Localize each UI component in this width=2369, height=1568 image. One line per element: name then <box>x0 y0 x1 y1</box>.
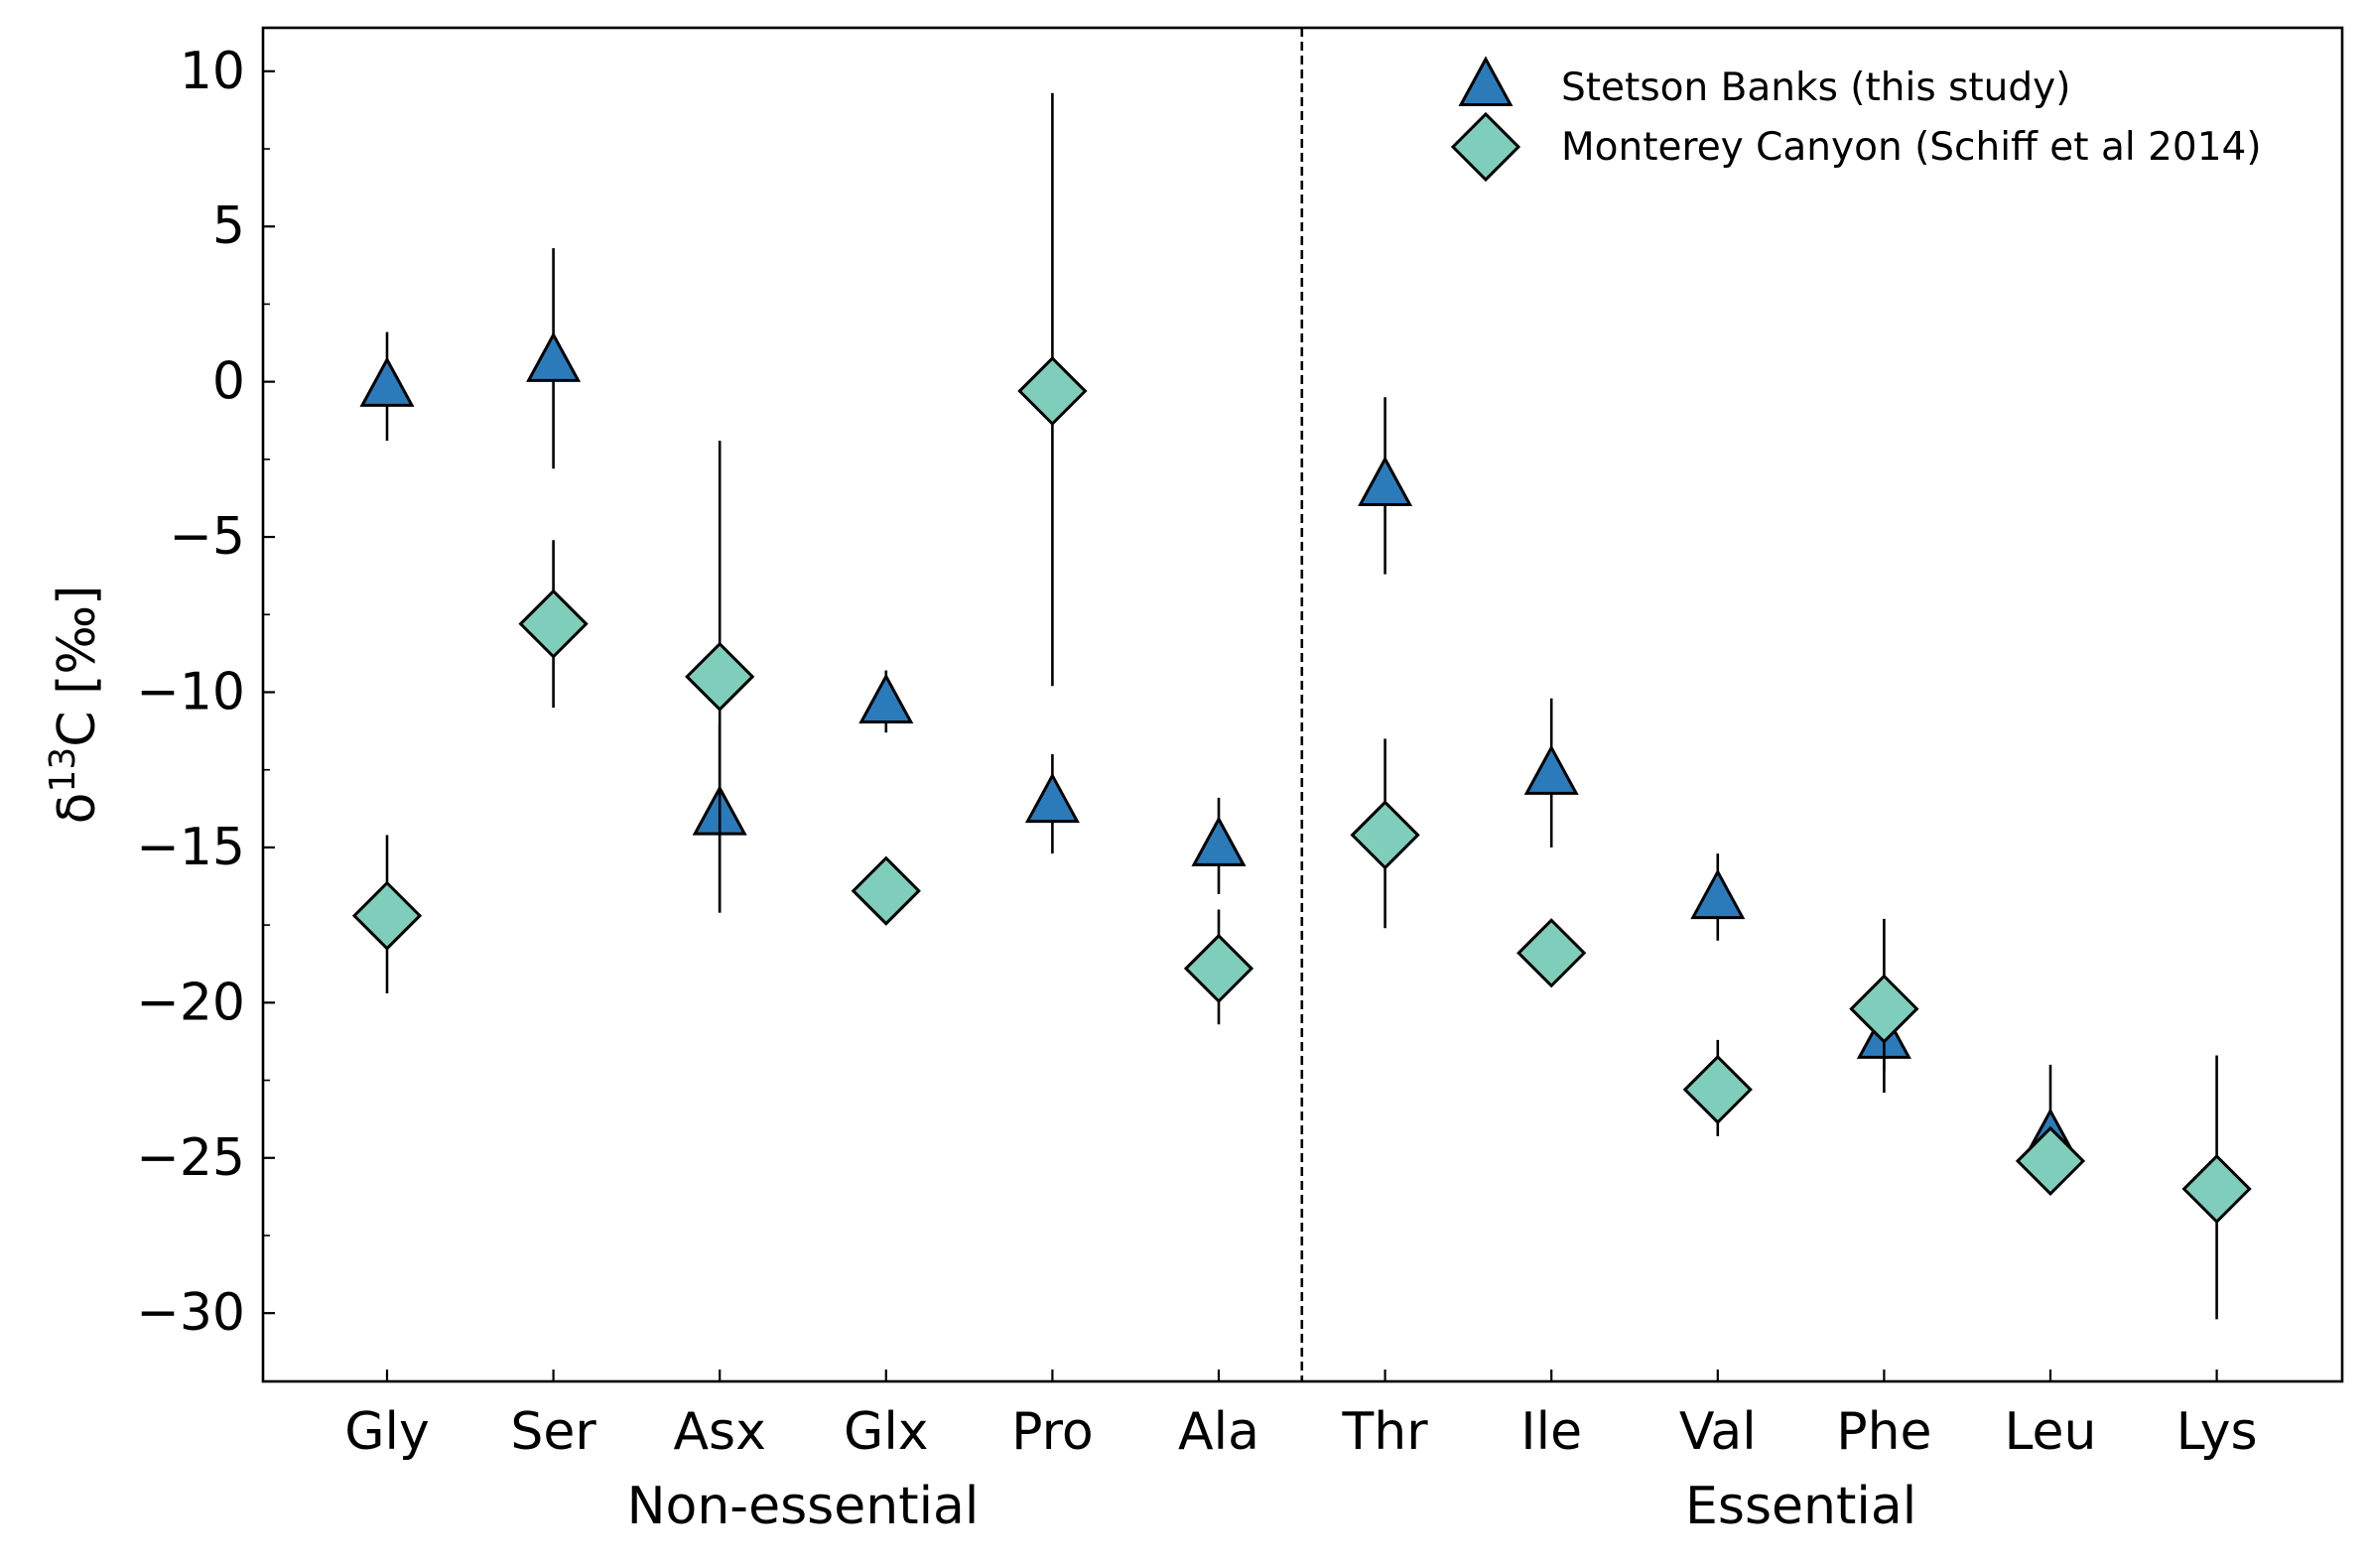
data-point <box>351 880 423 951</box>
data-point <box>858 673 914 723</box>
data-point <box>1849 974 1919 1044</box>
x-tick-label: Leu <box>2004 1402 2096 1462</box>
y-tick-label: 5 <box>212 196 245 256</box>
y-tick-label: −15 <box>136 818 245 877</box>
legend: Stetson Banks (this study) Monterey Canyo… <box>1450 56 2262 183</box>
x-tick-label: Phe <box>1836 1402 1931 1462</box>
x-tick-label: Lys <box>2176 1402 2258 1462</box>
data-point <box>851 855 921 926</box>
x-tick-label: Ala <box>1178 1402 1259 1462</box>
x-tick-label: Thr <box>1342 1402 1429 1462</box>
x-tick-label: Ile <box>1520 1402 1582 1462</box>
legend-marker <box>1450 111 1521 183</box>
series-stetson <box>359 248 2078 1193</box>
data-point <box>1523 744 1579 795</box>
data-point <box>1191 816 1247 866</box>
x-tick-label: Asx <box>673 1402 765 1462</box>
plot-layer: 10 5 0 −5 −10 −15 −20 −25 −30 Gly Ser Asx Glx Pro Ala T… <box>136 26 2344 1536</box>
x-group-label: Essential <box>1685 1477 1916 1536</box>
data-point <box>2181 1153 2252 1225</box>
data-point <box>1017 355 1088 427</box>
data-point <box>518 588 589 659</box>
legend-label: Monterey Canyon (Schiff et al 2014) <box>1561 125 2262 170</box>
data-point <box>1682 1054 1753 1125</box>
data-point <box>1350 800 1420 870</box>
series-monterey <box>351 92 2252 1320</box>
y-tick-label: −20 <box>136 973 245 1032</box>
x-tick-label: Val <box>1679 1402 1757 1462</box>
x-tick-label: Glx <box>844 1402 929 1462</box>
data-point <box>2015 1125 2086 1197</box>
x-tick-label: Pro <box>1011 1402 1094 1462</box>
data-point <box>685 641 755 712</box>
y-tick-label: 0 <box>212 352 245 412</box>
data-point <box>526 331 582 382</box>
y-tick-label: −30 <box>136 1283 245 1343</box>
y-axis-title: δ13C [‰] <box>43 586 108 825</box>
legend-label: Stetson Banks (this study) <box>1561 65 2070 110</box>
data-point <box>1183 933 1254 1004</box>
y-tick-label: −5 <box>169 507 245 567</box>
data-point <box>1024 772 1080 824</box>
y-tick-label: 10 <box>180 42 245 101</box>
legend-marker <box>1458 56 1514 106</box>
data-point <box>1358 456 1413 506</box>
x-tick-label: Ser <box>510 1402 596 1462</box>
data-point <box>359 356 415 407</box>
x-group-label: Non-essential <box>627 1477 980 1536</box>
x-tick-label: Gly <box>344 1402 430 1462</box>
data-point <box>1516 918 1587 988</box>
data-point <box>1690 868 1746 920</box>
y-tick-label: −10 <box>136 662 245 721</box>
y-axis-label: δ13C [‰] <box>43 586 108 825</box>
y-tick-label: −25 <box>136 1128 245 1188</box>
